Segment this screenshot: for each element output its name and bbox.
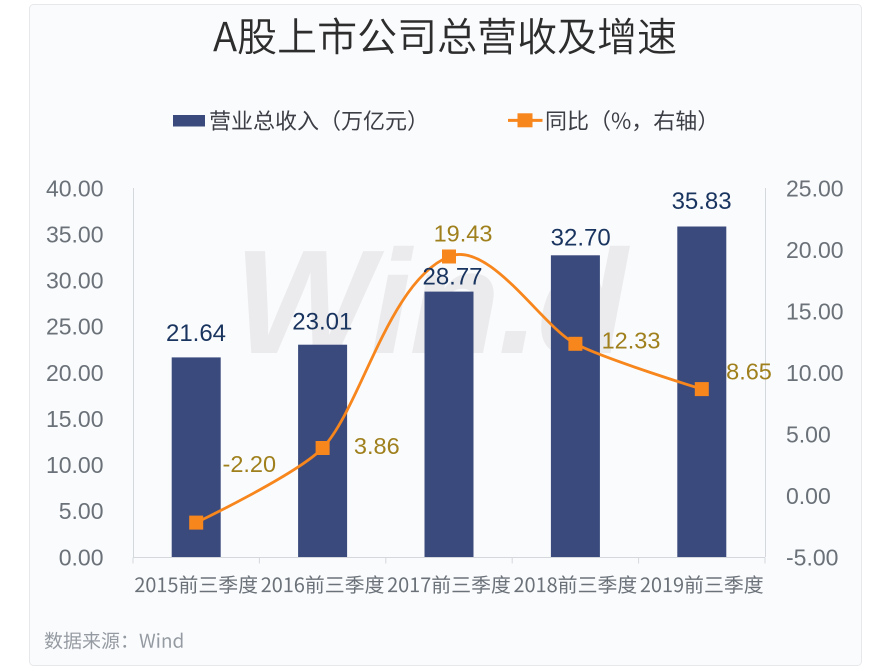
svg-text:21.64: 21.64 [166, 320, 226, 347]
svg-text:25.00: 25.00 [786, 175, 844, 201]
svg-text:28.77: 28.77 [422, 264, 482, 291]
svg-text:8.65: 8.65 [726, 358, 772, 384]
svg-text:35.00: 35.00 [46, 221, 104, 247]
svg-text:40.00: 40.00 [46, 175, 104, 201]
svg-text:10.00: 10.00 [786, 360, 844, 386]
svg-text:3.86: 3.86 [354, 433, 400, 459]
svg-text:30.00: 30.00 [46, 268, 104, 294]
svg-text:-2.20: -2.20 [223, 451, 277, 477]
svg-text:25.00: 25.00 [46, 314, 104, 340]
svg-text:-5.00: -5.00 [786, 544, 838, 570]
svg-text:15.00: 15.00 [786, 298, 844, 324]
svg-text:20.00: 20.00 [786, 237, 844, 263]
svg-text:0.00: 0.00 [59, 544, 104, 570]
svg-text:35.83: 35.83 [672, 188, 732, 215]
svg-text:19.43: 19.43 [434, 220, 493, 246]
svg-text:12.33: 12.33 [602, 327, 661, 353]
svg-text:5.00: 5.00 [59, 498, 104, 524]
svg-text:20.00: 20.00 [46, 360, 104, 386]
svg-text:23.01: 23.01 [292, 308, 352, 335]
svg-text:32.70: 32.70 [551, 225, 611, 252]
svg-text:15.00: 15.00 [46, 406, 104, 432]
svg-text:0.00: 0.00 [786, 483, 831, 509]
svg-text:10.00: 10.00 [46, 452, 104, 478]
svg-text:5.00: 5.00 [786, 421, 831, 447]
